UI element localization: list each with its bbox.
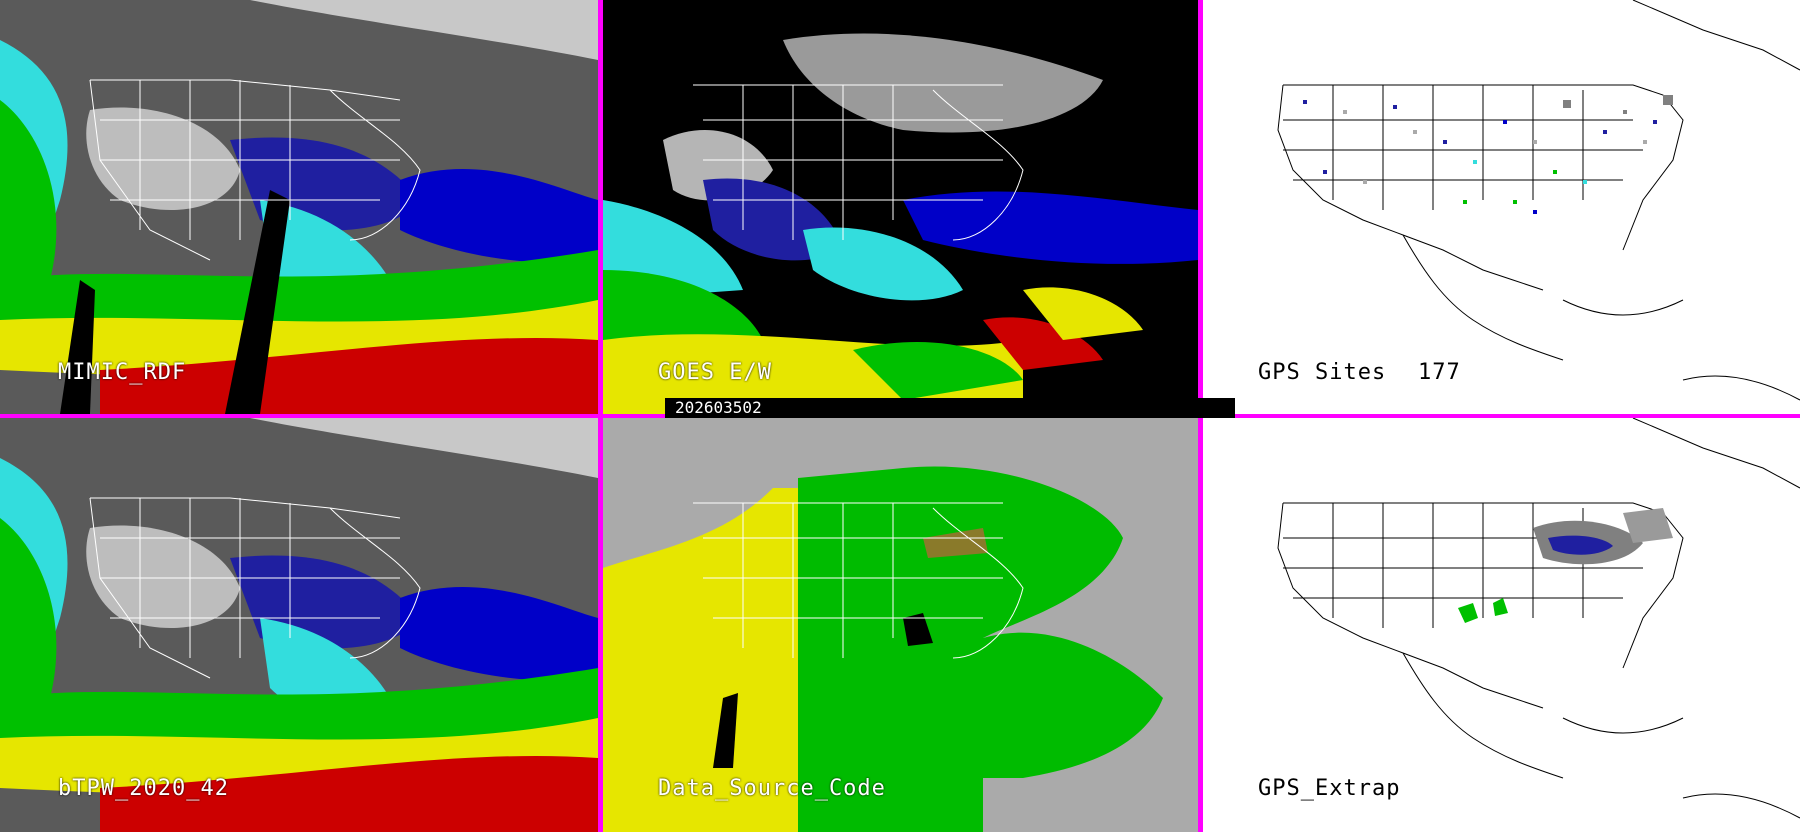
gps-sites-count: 177	[1418, 360, 1461, 385]
gps-sites-map	[1277, 0, 1800, 401]
gps-extrap-map	[1277, 418, 1800, 819]
btpw-map	[0, 418, 598, 832]
panel-btpw: bTPW_2020_42	[0, 418, 598, 832]
gps-site-markers	[1303, 95, 1673, 214]
gps-extrap-label: GPS_Extrap	[1258, 776, 1401, 801]
data-source-map	[603, 418, 1198, 832]
panel-gps-sites: GPS Sites 177	[1203, 0, 1800, 414]
gps-sites-label: GPS Sites	[1258, 360, 1387, 385]
panel-gps-extrap: GPS_Extrap	[1203, 418, 1800, 832]
btpw-label: bTPW_2020_42	[58, 776, 229, 801]
panel-goes-ew: GOES E/W	[603, 0, 1198, 414]
data-source-label: Data_Source_Code	[658, 776, 886, 801]
mimic-rdf-map	[0, 0, 598, 414]
panel-mimic-rdf: MIMIC_RDF	[0, 0, 598, 414]
panel-data-source-code: Data_Source_Code	[603, 418, 1198, 832]
divider-vertical-left	[598, 0, 603, 832]
mimic-rdf-label: MIMIC_RDF	[58, 360, 187, 385]
timestamp-bar: 202603502	[665, 398, 1235, 418]
goes-ew-label: GOES E/W	[658, 360, 772, 385]
goes-ew-map	[603, 0, 1198, 414]
